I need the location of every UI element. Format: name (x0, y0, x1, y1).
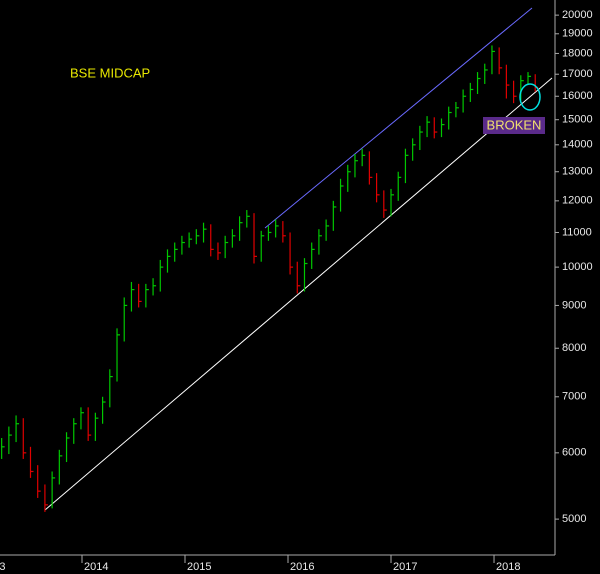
y-tick-label: 5000 (562, 513, 586, 525)
y-tick-label: 19000 (562, 28, 593, 40)
annotation-box (483, 117, 545, 134)
y-tick-label: 9000 (562, 299, 586, 311)
y-tick-label: 7000 (562, 391, 586, 403)
y-tick-label: 15000 (562, 114, 593, 126)
y-tick-label: 6000 (562, 447, 586, 459)
highlight-circle (519, 83, 541, 111)
x-tick-label: 2015 (187, 561, 211, 573)
y-tick-label: 10000 (562, 261, 593, 273)
annotation: BROKEN (487, 117, 542, 132)
x-tick-label: 2016 (290, 561, 314, 573)
support-trendline (44, 77, 553, 511)
x-tick-label: 2013 (0, 561, 5, 573)
y-tick-label: 18000 (562, 47, 593, 59)
y-tick-label: 11000 (562, 226, 592, 238)
chart-title: BSE MIDCAP (70, 65, 150, 80)
x-axis: 2013 2014 2015 2016 2017 2018 (0, 555, 521, 573)
y-tick-label: 16000 (562, 90, 593, 102)
resistance-trendline (264, 7, 533, 229)
bars (1, 45, 539, 512)
y-tick-label: 20000 (562, 9, 593, 21)
y-tick-label: 12000 (562, 195, 593, 207)
y-tick-label: 17000 (562, 68, 593, 80)
x-tick-label: 2014 (84, 561, 108, 573)
y-tick-label: 13000 (562, 166, 593, 178)
y-tick-label: 8000 (562, 342, 586, 354)
y-tick-label: 14000 (562, 139, 593, 151)
x-tick-label: 2018 (496, 561, 520, 573)
x-tick-label: 2017 (393, 561, 417, 573)
